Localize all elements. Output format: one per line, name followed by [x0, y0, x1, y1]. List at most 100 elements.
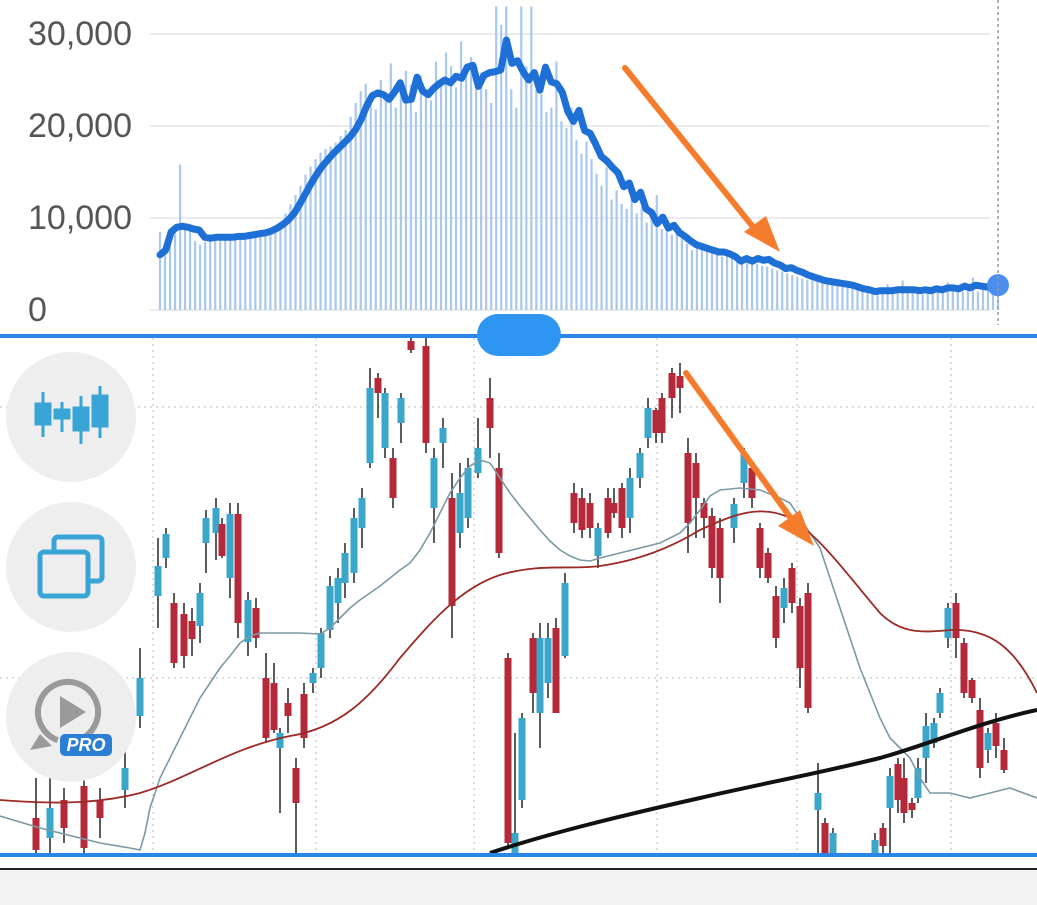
volume-bar [886, 284, 889, 310]
candle-body [317, 633, 325, 668]
volume-bar [475, 70, 478, 310]
volume-bar [279, 221, 282, 310]
volume-bar [966, 290, 969, 310]
candle-body [604, 498, 612, 533]
volume-bar [329, 146, 332, 310]
volume-bar [625, 208, 628, 310]
volume-bar [163, 243, 167, 310]
volume-bar [239, 238, 242, 310]
candle-body [748, 468, 756, 498]
volume-bar [570, 107, 573, 310]
volume-bar [615, 190, 618, 310]
current-point-marker[interactable] [987, 274, 1009, 297]
candle-body [676, 376, 684, 388]
volume-bar [705, 250, 709, 310]
volume-bar [490, 103, 493, 310]
volume-bar [946, 282, 949, 310]
candle-body [234, 514, 242, 623]
candle-body [341, 553, 349, 583]
volume-bar [951, 289, 954, 310]
volume-bar [630, 195, 633, 310]
volume-bar [254, 234, 257, 310]
candle-body [716, 528, 724, 578]
volume-bar [374, 109, 377, 310]
volume-bar [740, 259, 744, 310]
volume-bar [851, 287, 854, 310]
volume-bar [996, 287, 1000, 310]
candle-body [626, 478, 634, 518]
candle-body [188, 621, 196, 639]
volume-bar [158, 231, 162, 310]
candle-body [202, 518, 210, 543]
candle-body [439, 428, 447, 443]
volume-bar [319, 152, 322, 310]
pane-resize-handle[interactable] [477, 314, 561, 356]
candle-body [636, 453, 644, 478]
volume-bar [354, 103, 357, 310]
volume-bar [645, 222, 648, 310]
volume-bar [931, 292, 934, 310]
volume-bar [635, 213, 638, 310]
volume-bar [956, 290, 959, 310]
candle-body [740, 453, 748, 483]
volume-bar [299, 185, 302, 310]
candle-body [486, 398, 494, 428]
candle-body [334, 578, 342, 603]
candle-body [544, 638, 552, 683]
candle-body [504, 658, 512, 843]
volume-bar [264, 230, 267, 310]
candle-body [397, 398, 405, 423]
candle-body [276, 733, 284, 748]
volume-bar [349, 116, 352, 310]
volume-bar [560, 121, 563, 311]
bottom-rule [0, 868, 1037, 870]
volume-bar [791, 275, 794, 310]
candle-body [879, 828, 887, 846]
candle-body [389, 458, 397, 498]
volume-bar [384, 93, 387, 310]
volume-bar [976, 291, 980, 310]
volume-bar [173, 225, 177, 310]
series-line-average [156, 36, 1002, 296]
candle-body [180, 614, 188, 656]
volume-bar [665, 219, 668, 310]
volume-bar [961, 291, 964, 310]
candle-body [936, 693, 944, 713]
volume-bar [881, 293, 884, 310]
candle-body [366, 388, 374, 463]
price-chart [0, 338, 1037, 853]
volume-bar [470, 57, 473, 310]
copy-windows-icon [37, 534, 105, 599]
volume-bar [555, 61, 558, 310]
volume-bar [831, 284, 834, 310]
volume-bar [550, 107, 553, 310]
candle-body [350, 518, 358, 573]
volume-bar [901, 280, 904, 310]
volume-bar [861, 289, 864, 310]
volume-bar [575, 139, 578, 310]
volume-bar [826, 283, 829, 310]
candlestick-chart-button[interactable] [6, 352, 136, 482]
volume-bar [600, 185, 603, 310]
replay-pro-button[interactable]: PRO [6, 652, 136, 782]
candle-body [262, 678, 270, 738]
volume-bar [229, 237, 232, 310]
candle-body [270, 683, 278, 730]
candle-body [456, 493, 464, 533]
volume-bar [680, 238, 683, 310]
copy-chart-button[interactable] [6, 502, 136, 632]
candle-body [684, 453, 692, 523]
candle-body [756, 528, 764, 568]
candle-body [561, 583, 569, 656]
volume-bar [565, 127, 568, 310]
y-tick-label: 30,000 [28, 15, 132, 53]
orange-arrow-annotation [622, 65, 780, 252]
volume-bar [535, 89, 538, 310]
volume-bar [364, 83, 367, 311]
candle-body [162, 534, 170, 558]
volume-bar [710, 252, 714, 310]
candle-body [495, 468, 503, 553]
volume-bar [449, 66, 453, 310]
candle-body [226, 514, 234, 578]
candle-body [780, 588, 788, 608]
